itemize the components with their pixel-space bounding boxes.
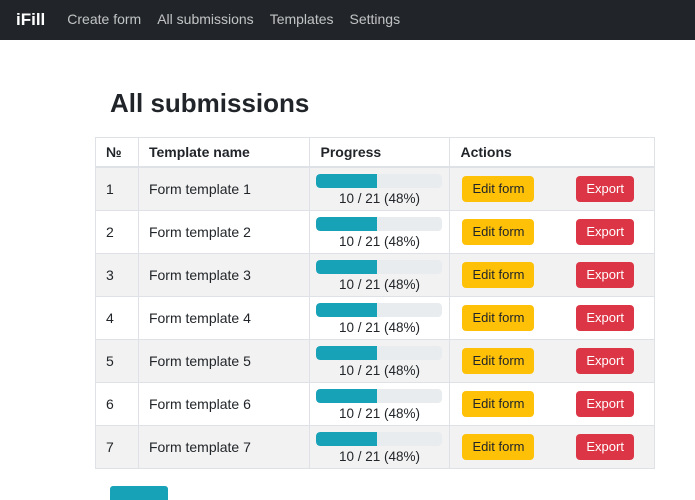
- progress-fill: [316, 217, 377, 231]
- export-button[interactable]: Export: [576, 219, 634, 245]
- progress-label: 10 / 21 (48%): [338, 277, 420, 292]
- table-row: 4 Form template 4 10 / 21 (48%) Edit for…: [95, 296, 655, 340]
- actions-cell: Edit form Export: [449, 253, 655, 297]
- navbar: iFill Create form All submissions Templa…: [0, 0, 695, 40]
- row-number: 1: [95, 166, 139, 211]
- progress-cell: 10 / 21 (48%): [309, 253, 451, 297]
- row-number: 5: [95, 339, 139, 383]
- progress-fill: [316, 346, 377, 360]
- table-row: 3 Form template 3 10 / 21 (48%) Edit for…: [95, 253, 655, 297]
- edit-form-button[interactable]: Edit form: [462, 219, 535, 245]
- row-number: 7: [95, 425, 139, 469]
- progress-label: 10 / 21 (48%): [338, 234, 420, 249]
- progress-label: 10 / 21 (48%): [338, 363, 420, 378]
- template-name: Form template 2: [137, 210, 311, 254]
- template-name: Form template 5: [137, 339, 311, 383]
- progress-cell: 10 / 21 (48%): [309, 296, 451, 340]
- template-name: Form template 4: [137, 296, 311, 340]
- progress-label: 10 / 21 (48%): [338, 191, 420, 206]
- progress-bar: [316, 174, 443, 188]
- header-template-name: Template name: [137, 137, 311, 168]
- export-button[interactable]: Export: [576, 434, 634, 460]
- template-name: Form template 3: [137, 253, 311, 297]
- actions-cell: Edit form Export: [449, 339, 655, 383]
- actions-cell: Edit form Export: [449, 296, 655, 340]
- edit-form-button[interactable]: Edit form: [462, 348, 535, 374]
- progress-cell: 10 / 21 (48%): [309, 425, 451, 469]
- progress-label: 10 / 21 (48%): [338, 320, 420, 335]
- edit-form-button[interactable]: Edit form: [462, 391, 535, 417]
- row-number: 6: [95, 382, 139, 426]
- export-button[interactable]: Export: [576, 391, 634, 417]
- header-actions: Actions: [449, 137, 655, 168]
- edit-form-button[interactable]: Edit form: [462, 305, 535, 331]
- progress-label: 10 / 21 (48%): [338, 449, 420, 464]
- export-button[interactable]: Export: [576, 305, 634, 331]
- template-name: Form template 7: [137, 425, 311, 469]
- progress-bar: [316, 432, 443, 446]
- progress-bar: [316, 303, 443, 317]
- table-row: 7 Form template 7 10 / 21 (48%) Edit for…: [95, 425, 655, 469]
- partial-bottom-element[interactable]: [110, 486, 168, 500]
- progress-bar: [316, 260, 443, 274]
- nav-item-templates[interactable]: Templates: [269, 11, 334, 27]
- brand-logo[interactable]: iFill: [16, 10, 46, 29]
- nav-item-create-form[interactable]: Create form: [67, 11, 142, 27]
- nav-menu: Create form All submissions Templates Se…: [59, 11, 408, 29]
- actions-cell: Edit form Export: [449, 210, 655, 254]
- actions-cell: Edit form Export: [449, 382, 655, 426]
- progress-bar: [316, 217, 443, 231]
- progress-cell: 10 / 21 (48%): [309, 210, 451, 254]
- edit-form-button[interactable]: Edit form: [462, 262, 535, 288]
- table-row: 5 Form template 5 10 / 21 (48%) Edit for…: [95, 339, 655, 383]
- actions-cell: Edit form Export: [449, 425, 655, 469]
- progress-fill: [316, 303, 377, 317]
- progress-fill: [316, 389, 377, 403]
- actions-cell: Edit form Export: [449, 166, 655, 211]
- progress-fill: [316, 174, 377, 188]
- progress-cell: 10 / 21 (48%): [309, 166, 451, 211]
- template-name: Form template 6: [137, 382, 311, 426]
- export-button[interactable]: Export: [576, 348, 634, 374]
- table-row: 6 Form template 6 10 / 21 (48%) Edit for…: [95, 382, 655, 426]
- row-number: 4: [95, 296, 139, 340]
- main-content: All submissions № Template name Progress…: [0, 40, 695, 469]
- export-button[interactable]: Export: [576, 176, 634, 202]
- edit-form-button[interactable]: Edit form: [462, 176, 535, 202]
- submissions-table: № Template name Progress Actions 1 Form …: [95, 137, 655, 469]
- template-name: Form template 1: [137, 166, 311, 211]
- progress-cell: 10 / 21 (48%): [309, 382, 451, 426]
- edit-form-button[interactable]: Edit form: [462, 434, 535, 460]
- header-progress: Progress: [309, 137, 451, 168]
- progress-fill: [316, 260, 377, 274]
- progress-bar: [316, 346, 443, 360]
- progress-bar: [316, 389, 443, 403]
- table-header-row: № Template name Progress Actions: [95, 137, 655, 168]
- row-number: 2: [95, 210, 139, 254]
- progress-cell: 10 / 21 (48%): [309, 339, 451, 383]
- table-body: 1 Form template 1 10 / 21 (48%) Edit for…: [95, 166, 655, 469]
- page-title: All submissions: [110, 88, 310, 118]
- progress-label: 10 / 21 (48%): [338, 406, 420, 421]
- nav-item-all-submissions[interactable]: All submissions: [157, 11, 254, 27]
- progress-fill: [316, 432, 377, 446]
- nav-item-settings[interactable]: Settings: [349, 11, 401, 27]
- row-number: 3: [95, 253, 139, 297]
- table-row: 2 Form template 2 10 / 21 (48%) Edit for…: [95, 210, 655, 254]
- export-button[interactable]: Export: [576, 262, 634, 288]
- table-row: 1 Form template 1 10 / 21 (48%) Edit for…: [95, 166, 655, 211]
- header-number: №: [95, 137, 139, 168]
